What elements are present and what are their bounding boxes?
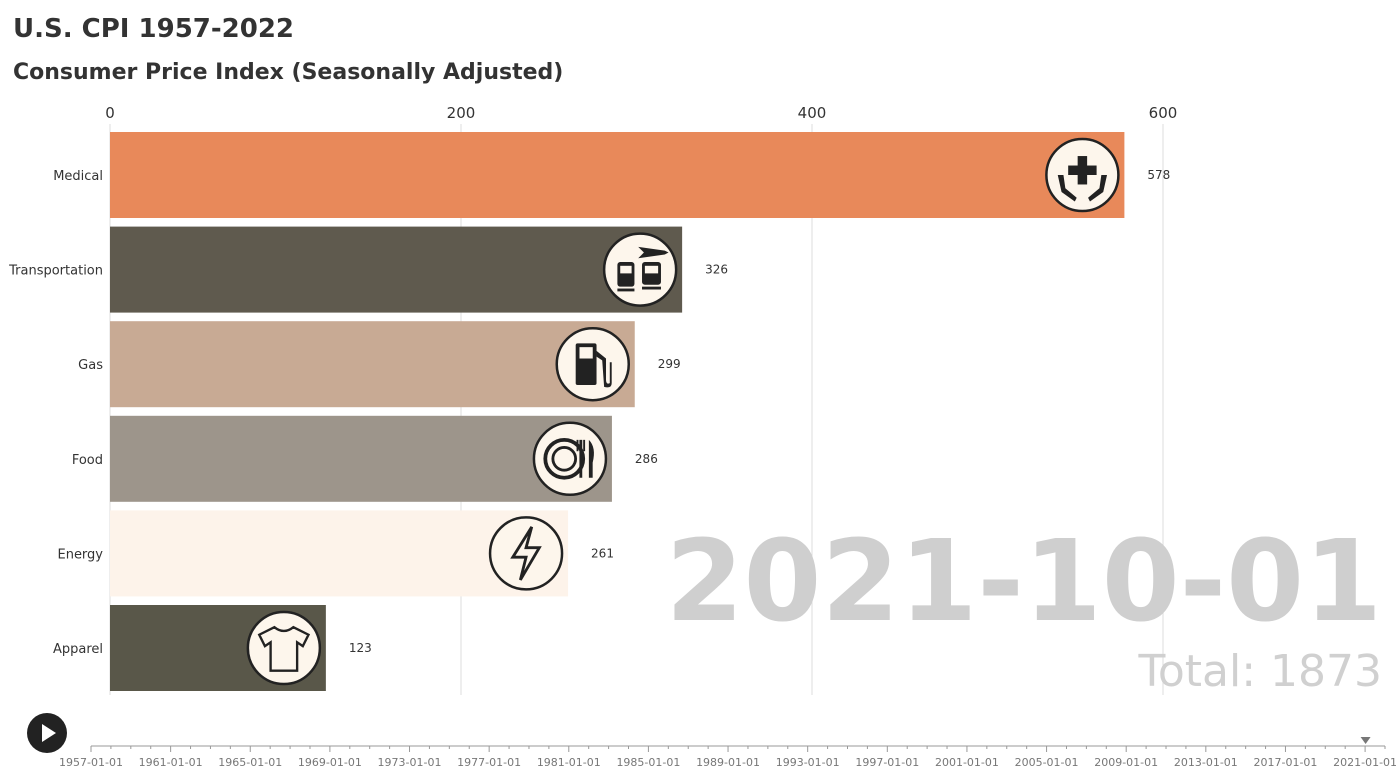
timeline-label: 1981-01-01 xyxy=(537,756,601,769)
timeline-label: 2001-01-01 xyxy=(935,756,999,769)
timeline-label: 1973-01-01 xyxy=(378,756,442,769)
chart-subtitle: Consumer Price Index (Seasonally Adjuste… xyxy=(13,60,564,85)
current-date-label: 2021-10-01 xyxy=(666,517,1382,647)
category-label: Gas xyxy=(78,358,103,373)
train-plane-bus-icon xyxy=(602,232,678,307)
timeline-label: 1977-01-01 xyxy=(457,756,521,769)
timeline-label: 2005-01-01 xyxy=(1015,756,1079,769)
value-label: 123 xyxy=(349,641,372,655)
value-label: 326 xyxy=(705,263,728,277)
value-label: 299 xyxy=(658,357,681,371)
timeline-label: 1989-01-01 xyxy=(696,756,760,769)
medical-cross-hands-icon xyxy=(1045,137,1120,213)
timeline-label: 1993-01-01 xyxy=(776,756,840,769)
play-icon xyxy=(42,724,56,742)
fuel-pump-icon xyxy=(555,326,630,402)
category-label: Transportation xyxy=(8,264,103,279)
total-label: Total: 1873 xyxy=(1137,646,1382,697)
bar-transportation xyxy=(110,226,683,313)
bar-food xyxy=(110,415,612,502)
timeline-handle[interactable] xyxy=(1360,737,1371,744)
category-label: Food xyxy=(72,453,103,468)
value-label: 286 xyxy=(635,452,658,466)
x-tick-label: 400 xyxy=(798,104,827,122)
chart-title: U.S. CPI 1957-2022 xyxy=(13,14,295,44)
x-tick-label: 200 xyxy=(447,104,476,122)
timeline-label: 1957-01-01 xyxy=(59,756,123,769)
x-tick-label: 600 xyxy=(1149,104,1178,122)
timeline-label: 2009-01-01 xyxy=(1094,756,1158,769)
timeline-label: 1969-01-01 xyxy=(298,756,362,769)
category-label: Apparel xyxy=(53,642,103,657)
category-label: Energy xyxy=(57,547,103,562)
t-shirt-icon xyxy=(246,610,322,686)
timeline-label: 1961-01-01 xyxy=(139,756,203,769)
timeline-label: 2013-01-01 xyxy=(1174,756,1238,769)
play-button[interactable] xyxy=(27,713,67,753)
timeline-label: 1985-01-01 xyxy=(616,756,680,769)
value-label: 261 xyxy=(591,546,614,560)
lightning-bolt-icon xyxy=(488,516,564,591)
value-label: 578 xyxy=(1147,168,1170,182)
category-label: Medical xyxy=(53,169,103,184)
timeline-label: 1965-01-01 xyxy=(218,756,282,769)
timeline-label: 2017-01-01 xyxy=(1253,756,1317,769)
timeline-label: 2021-01-01 xyxy=(1333,756,1397,769)
bar-gas xyxy=(110,321,635,408)
timeline-label: 1997-01-01 xyxy=(855,756,919,769)
bar-medical xyxy=(110,132,1125,218)
plate-fork-knife-icon xyxy=(532,421,608,497)
x-tick-label: 0 xyxy=(105,104,115,122)
